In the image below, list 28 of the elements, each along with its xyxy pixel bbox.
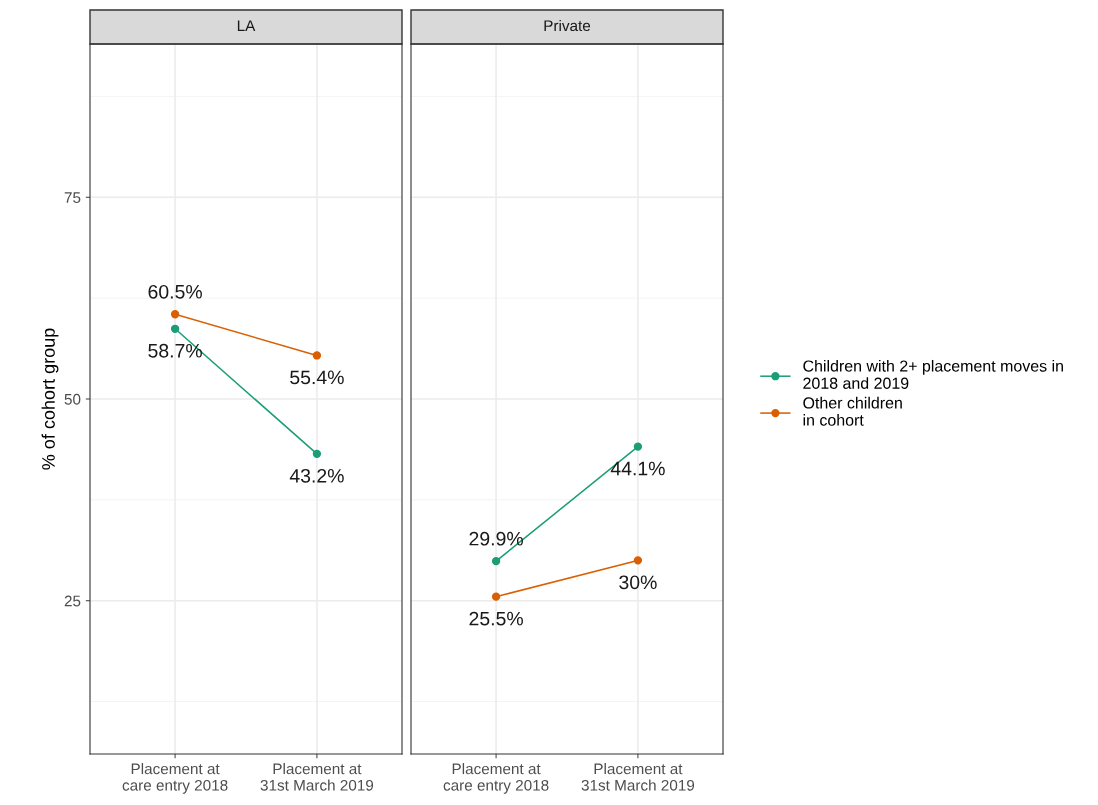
data-label: 58.7% bbox=[148, 343, 202, 358]
point bbox=[170, 310, 180, 319]
point bbox=[633, 556, 643, 565]
x-tick-label: Placement at care entry 2018 bbox=[122, 763, 228, 794]
legend-label: Other children in cohort bbox=[803, 396, 902, 426]
point bbox=[312, 351, 322, 360]
y-tick-label: 25 bbox=[64, 595, 81, 607]
legend-label: Children with 2+ placement moves in 2018 and 2019 bbox=[803, 359, 1063, 389]
x-tick-label: Placement at care entry 2018 bbox=[443, 763, 549, 794]
data-label: 44.1% bbox=[610, 461, 665, 476]
data-label: 25.5% bbox=[469, 611, 523, 626]
point bbox=[633, 442, 643, 451]
data-label: 60.5% bbox=[148, 284, 202, 299]
point bbox=[491, 592, 501, 601]
data-label: 43.2% bbox=[289, 468, 344, 483]
y-tick-label: 50 bbox=[64, 393, 81, 405]
data-label: 30% bbox=[619, 575, 657, 590]
point bbox=[312, 449, 322, 459]
point bbox=[491, 557, 501, 566]
data-label: 29.9% bbox=[469, 531, 523, 546]
x-tick-label: Placement at 31st March 2019 bbox=[581, 763, 695, 791]
y-axis-title: % of cohort group bbox=[41, 328, 59, 470]
x-tick-label: Placement at 31st March 2019 bbox=[260, 763, 374, 791]
chart-title: LA bbox=[237, 20, 256, 31]
point bbox=[170, 324, 180, 333]
data-label: 55.4% bbox=[290, 370, 344, 385]
y-tick-label: 75 bbox=[64, 192, 81, 203]
chart-title: Private bbox=[544, 19, 591, 32]
